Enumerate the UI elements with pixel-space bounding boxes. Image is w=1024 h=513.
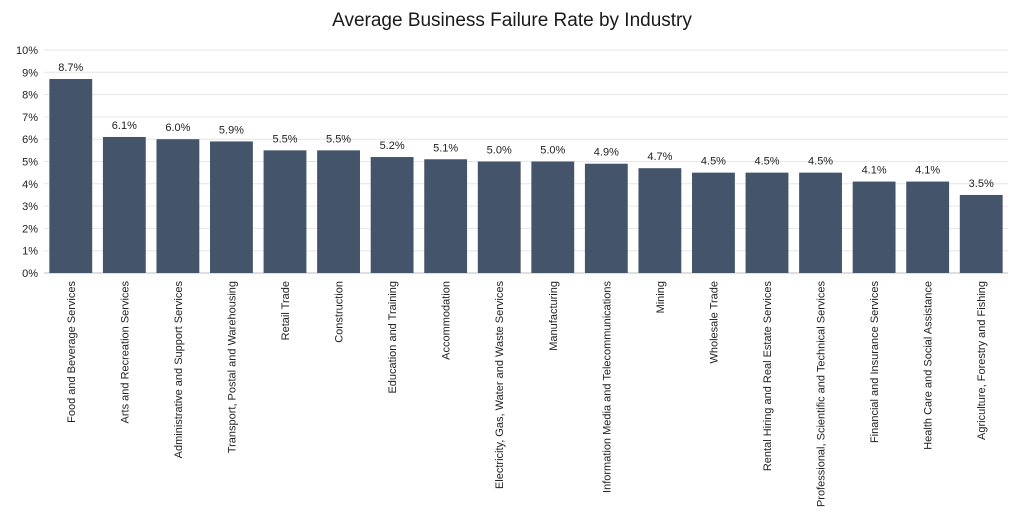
bar: [156, 139, 200, 273]
gridlines: [44, 49, 1008, 274]
y-tick-label: 10%: [16, 45, 38, 57]
x-tick-label: Electricity, Gas, Water and Waste Servic…: [494, 281, 506, 490]
x-tick-label: Health Care and Social Assistance: [923, 281, 935, 450]
bar: [638, 168, 682, 273]
y-tick-label: 6%: [22, 134, 38, 146]
data-label: 4.1%: [862, 165, 887, 177]
bar: [692, 172, 735, 273]
data-label: 8.7%: [58, 62, 83, 74]
bar: [799, 172, 842, 273]
data-label: 5.5%: [272, 133, 297, 145]
data-label: 4.5%: [701, 156, 726, 168]
x-tick-label: Accommodation: [441, 281, 453, 360]
y-tick-label: 8%: [22, 90, 38, 102]
x-tick-label: Administrative and Support Services: [173, 281, 185, 459]
bar: [49, 78, 93, 274]
chart-title: Average Business Failure Rate by Industr…: [332, 10, 692, 31]
data-label: 3.5%: [969, 178, 994, 190]
bar: [210, 141, 253, 273]
x-tick-label: Manufacturing: [548, 281, 560, 351]
x-tick-label: Professional, Scientific and Technical S…: [816, 281, 828, 508]
y-tick-label: 9%: [22, 67, 38, 79]
y-tick-label: 2%: [22, 223, 38, 235]
bar: [531, 161, 575, 273]
bar: [370, 157, 414, 273]
x-tick-label: Arts and Recreation Services: [119, 281, 131, 424]
x-tick-label: Agriculture, Forestry and Fishing: [976, 281, 988, 440]
x-tick-label: Transport, Postal and Warehousing: [226, 281, 238, 453]
bar: [959, 194, 1003, 273]
data-label: 4.5%: [808, 156, 833, 168]
data-label: 4.5%: [754, 156, 779, 168]
x-tick-label: Education and Training: [387, 281, 399, 394]
bar: [584, 163, 628, 273]
y-tick-label: 7%: [22, 112, 38, 124]
x-tick-label: Wholesale Trade: [708, 281, 720, 364]
y-tick-label: 1%: [22, 246, 38, 258]
bar: [263, 150, 307, 273]
data-label: 4.7%: [647, 151, 672, 163]
x-axis: Food and Beverage Services Arts and Recre…: [66, 281, 988, 508]
y-tick-label: 5%: [22, 157, 38, 169]
data-label: 6.0%: [165, 122, 190, 134]
bar: [745, 172, 789, 273]
data-label: 5.2%: [380, 140, 405, 152]
y-tick-label: 0%: [22, 268, 38, 280]
data-labels: 8.7% 6.1% 6.0% 5.9% 5.5% 5.5% 5.2% 5.1% 5.0% 5.0%…: [58, 62, 994, 190]
data-label: 5.0%: [487, 145, 512, 157]
y-axis: 0% 1% 2% 3% 4% 5% 6% 7% 8% 9% 10%: [16, 45, 38, 280]
data-label: 5.0%: [540, 145, 565, 157]
data-label: 5.9%: [219, 124, 244, 136]
bar: [852, 181, 896, 273]
x-tick-label: Food and Beverage Services: [66, 281, 78, 423]
x-tick-label: Financial and Insurance Services: [869, 281, 881, 444]
x-tick-label: Retail Trade: [280, 281, 292, 340]
data-label: 6.1%: [112, 120, 137, 132]
data-label: 4.9%: [594, 147, 619, 159]
bar: [317, 150, 360, 273]
x-tick-label: Mining: [655, 281, 667, 313]
x-tick-label: Construction: [334, 281, 346, 343]
bar: [424, 159, 468, 273]
bar: [102, 136, 146, 273]
data-label: 5.5%: [326, 133, 351, 145]
x-tick-label: Rental Hiring and Real Estate Services: [762, 281, 774, 472]
bar: [906, 181, 950, 273]
x-tick-label: Information Media and Telecommunications: [601, 281, 613, 493]
data-label: 5.1%: [433, 142, 458, 154]
data-label: 4.1%: [915, 165, 940, 177]
y-tick-label: 4%: [22, 179, 38, 191]
bar: [477, 161, 521, 273]
y-tick-label: 3%: [22, 201, 38, 213]
bars: [49, 78, 1003, 274]
